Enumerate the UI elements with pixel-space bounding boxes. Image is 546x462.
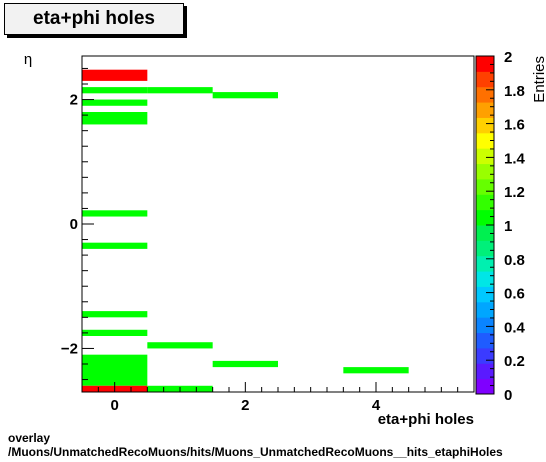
z-tick-label: 1.8 [504,83,525,100]
z-tick-label: 0.4 [504,319,526,336]
y-axis-label: η [24,51,32,68]
z-tick-label: 2 [504,49,512,66]
footer-line-1: overlay [8,431,51,445]
z-tick-label: 0.6 [504,286,525,303]
palette-swatch [476,378,494,395]
palette-swatch [476,132,494,149]
z-axis-label: Entries [531,56,546,103]
palette-swatch [476,301,494,318]
palette-swatch [476,332,494,349]
heatmap-cell [343,367,409,374]
palette-swatch [476,71,494,88]
y-tick-label: −2 [61,340,78,357]
heatmap-cell [82,311,148,318]
x-tick-label: 2 [241,397,249,414]
axes: 0 2 4 −2 0 2 [61,67,475,414]
z-tick-label: 1.6 [504,117,525,134]
palette-swatch [476,194,494,211]
color-palette: 0 0.2 0.4 0.6 0.8 1 1.2 1.4 1.6 1.8 2 [475,49,526,404]
palette-swatch [476,317,494,334]
x-tick-label: 4 [372,397,381,414]
heatmap-cell [147,87,213,94]
heatmap-cell [82,242,148,249]
palette-swatch [476,102,494,118]
heatmap-cell [212,92,278,99]
palette-swatch [476,240,494,257]
y-tick-label: 2 [70,92,78,109]
heatmap-cell [82,87,148,94]
palette-swatch [476,363,494,380]
z-tick-label: 0.8 [504,252,525,269]
palette-swatch [476,209,494,226]
heatmap-cell [82,69,148,81]
z-tick-label: 1.2 [504,184,525,201]
heatmap-cell [82,99,148,106]
palette-swatch [476,347,494,364]
footer-line-2: /Muons/UnmatchedRecoMuons/hits/Muons_Unm… [8,445,503,459]
heatmap-cell [82,112,148,125]
heatmap-cells [82,69,409,392]
heatmap-cell [82,210,148,217]
palette-swatch [476,117,494,134]
z-tick-label: 1 [504,218,512,235]
chart-title: eta+phi holes [4,3,184,35]
palette-swatch [476,271,494,287]
z-tick-label: 1.4 [504,150,526,167]
heatmap-cell [147,342,213,349]
y-tick-label: 0 [70,216,78,233]
palette-swatch [476,286,494,303]
heatmap-cell [212,360,278,368]
palette-swatch [476,255,494,272]
z-tick-label: 0 [504,387,512,404]
plot-frame [81,55,475,393]
palette-swatch [476,178,494,195]
heatmap-cell [82,354,148,386]
x-axis-label: eta+phi holes [378,411,474,428]
palette-swatch [476,225,494,241]
palette-swatch [476,56,494,72]
x-tick-label: 0 [110,397,118,414]
palette-swatch [476,148,494,165]
heatmap-cell [82,329,148,336]
palette-swatch [476,163,494,180]
z-tick-label: 0.2 [504,353,525,370]
palette-swatch [476,86,494,103]
